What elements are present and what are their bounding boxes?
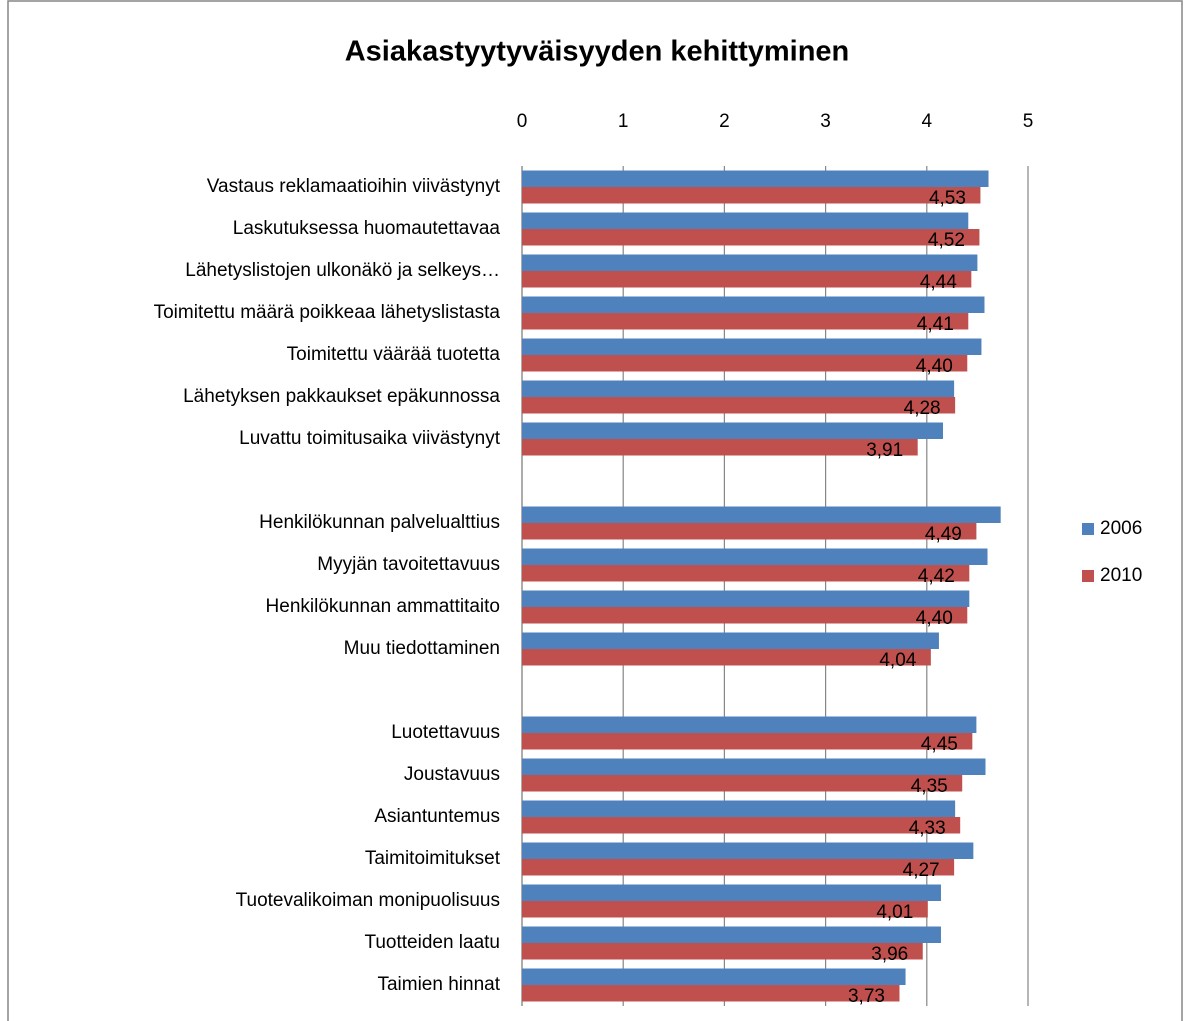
data-label: 4,49 bbox=[925, 524, 962, 545]
bar bbox=[522, 187, 981, 204]
legend-swatch bbox=[1082, 523, 1094, 535]
bar bbox=[522, 817, 961, 834]
data-label: 4,42 bbox=[918, 566, 955, 587]
y-tick-label: Myyjän tavoitettavuus bbox=[317, 554, 500, 575]
y-tick-label: Asiantuntemus bbox=[374, 806, 500, 827]
bar bbox=[522, 968, 906, 985]
data-label: 4,40 bbox=[916, 356, 953, 377]
bar bbox=[522, 170, 989, 187]
data-label: 4,41 bbox=[917, 314, 954, 335]
bar bbox=[522, 506, 1001, 523]
bar bbox=[522, 926, 941, 943]
bar bbox=[522, 775, 963, 792]
x-tick-label: 3 bbox=[820, 111, 831, 132]
bar bbox=[522, 632, 939, 649]
bar bbox=[522, 380, 955, 397]
bar bbox=[522, 733, 973, 750]
bar bbox=[522, 355, 968, 372]
bar bbox=[522, 229, 980, 246]
y-tick-label: Toimitettu väärää tuotetta bbox=[287, 344, 501, 365]
bar bbox=[522, 422, 943, 439]
bar bbox=[522, 254, 978, 271]
data-label: 4,33 bbox=[909, 818, 946, 839]
bar bbox=[522, 565, 970, 582]
x-tick-label: 0 bbox=[517, 111, 528, 132]
data-label: 4,52 bbox=[928, 230, 965, 251]
data-label: 4,04 bbox=[879, 650, 916, 671]
data-label: 4,44 bbox=[920, 272, 957, 293]
bar bbox=[522, 590, 970, 607]
bar bbox=[522, 397, 956, 414]
bar bbox=[522, 439, 918, 456]
data-label: 4,53 bbox=[929, 188, 966, 209]
bar bbox=[522, 758, 986, 775]
y-tick-label: Muu tiedottaminen bbox=[344, 638, 500, 659]
y-tick-label: Joustavuus bbox=[404, 764, 500, 785]
bar bbox=[522, 212, 969, 229]
bar bbox=[522, 271, 972, 288]
bar bbox=[522, 649, 931, 666]
bar bbox=[522, 523, 977, 540]
y-tick-label: Laskutuksessa huomautettavaa bbox=[233, 218, 501, 239]
data-label: 4,35 bbox=[911, 776, 948, 797]
bar bbox=[522, 716, 977, 733]
bar bbox=[522, 607, 968, 624]
y-tick-label: Taimitoimitukset bbox=[365, 848, 501, 869]
bar bbox=[522, 985, 900, 1002]
bar bbox=[522, 884, 941, 901]
y-tick-label: Lähetyksen pakkaukset epäkunnossa bbox=[183, 386, 500, 407]
y-tick-label: Luvattu toimitusaika viivästynyt bbox=[239, 428, 501, 449]
chart-title: Asiakastyytyväisyyden kehittyminen bbox=[345, 36, 850, 68]
bar bbox=[522, 842, 974, 859]
data-label: 4,45 bbox=[921, 734, 958, 755]
data-label: 3,96 bbox=[871, 944, 908, 965]
x-tick-label: 1 bbox=[618, 111, 629, 132]
y-tick-label: Toimitettu määrä poikkeaa lähetyslistast… bbox=[154, 302, 501, 323]
y-tick-label: Henkilökunnan ammattitaito bbox=[266, 596, 500, 617]
data-label: 4,40 bbox=[916, 608, 953, 629]
x-tick-label: 5 bbox=[1023, 111, 1034, 132]
data-label: 3,91 bbox=[866, 440, 903, 461]
y-tick-label: Tuotteiden laatu bbox=[364, 932, 500, 953]
data-label: 4,01 bbox=[876, 902, 913, 923]
legend-swatch bbox=[1082, 570, 1094, 582]
x-tick-label: 4 bbox=[922, 111, 933, 132]
bar bbox=[522, 296, 985, 313]
bar bbox=[522, 338, 982, 355]
x-tick-label: 2 bbox=[719, 111, 730, 132]
bar bbox=[522, 313, 969, 330]
bar bbox=[522, 800, 956, 817]
y-tick-label: Vastaus reklamaatioihin viivästynyt bbox=[207, 176, 501, 197]
y-tick-label: Tuotevalikoiman monipuolisuus bbox=[236, 890, 500, 911]
bar bbox=[522, 859, 955, 876]
legend-label: 2010 bbox=[1100, 565, 1142, 586]
y-tick-label: Henkilökunnan palvelualttius bbox=[259, 512, 500, 533]
data-label: 3,73 bbox=[848, 986, 885, 1007]
y-tick-label: Lähetyslistojen ulkonäkö ja selkeys… bbox=[185, 260, 500, 281]
y-tick-label: Luotettavuus bbox=[391, 722, 500, 743]
data-label: 4,28 bbox=[904, 398, 941, 419]
y-tick-label: Taimien hinnat bbox=[377, 974, 500, 995]
bar bbox=[522, 901, 928, 918]
bar bbox=[522, 943, 923, 960]
legend-label: 2006 bbox=[1100, 518, 1142, 539]
bar bbox=[522, 548, 988, 565]
data-label: 4,27 bbox=[903, 860, 940, 881]
